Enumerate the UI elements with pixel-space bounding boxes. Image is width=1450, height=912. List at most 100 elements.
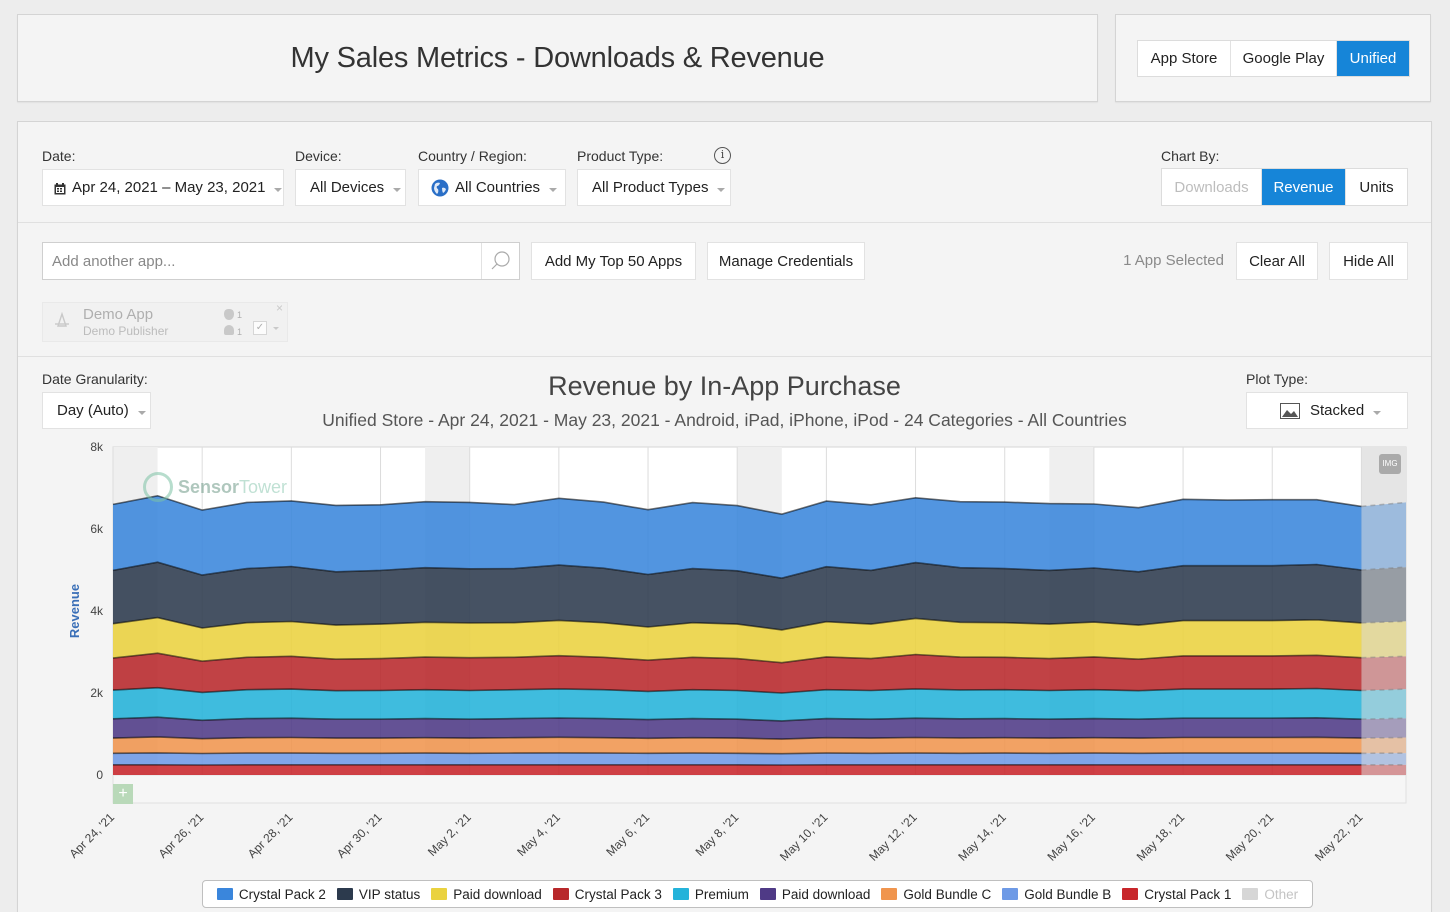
device-value: All Devices (310, 179, 385, 196)
granularity-dropdown[interactable]: Day (Auto) (42, 392, 151, 429)
search-button[interactable] (481, 243, 519, 279)
sensortower-watermark: Sensor Tower (143, 472, 287, 502)
plot-type-label: Plot Type: (1246, 371, 1309, 387)
legend-item[interactable]: Gold Bundle C (881, 887, 991, 902)
legend-label: VIP status (358, 886, 421, 902)
legend-item[interactable]: VIP status (336, 886, 421, 902)
legend-label: Paid download (781, 886, 871, 902)
ios-count: 1 (237, 310, 243, 320)
legend-swatch (336, 888, 353, 900)
globe-icon (431, 179, 449, 197)
store-switch-panel: App Store Google Play Unified (1115, 14, 1431, 102)
info-icon[interactable]: i (714, 147, 731, 164)
watermark-sensor: Sensor (178, 476, 240, 497)
legend-item[interactable]: Premium (672, 886, 749, 902)
chart-subtitle: Unified Store - Apr 24, 2021 - May 23, 2… (322, 410, 1127, 430)
app-icon (52, 311, 72, 332)
legend-item[interactable]: Other (1242, 887, 1298, 902)
legend-label: Gold Bundle C (903, 886, 992, 902)
watermark-tower: Tower (239, 476, 288, 497)
chart-by-switch: Downloads Revenue Units (1161, 168, 1408, 206)
search-icon (491, 251, 510, 270)
apple-icon (224, 309, 234, 320)
zoom-in-button[interactable]: + (113, 784, 133, 804)
date-range-picker[interactable]: Apr 24, 2021 – May 23, 2021 (42, 169, 284, 206)
legend-label: Crystal Pack 3 (574, 886, 662, 902)
country-value: All Countries (455, 179, 541, 196)
app-publisher: Demo Publisher (83, 324, 169, 338)
chart-by-label: Chart By: (1161, 148, 1220, 164)
title-panel: My Sales Metrics - Downloads & Revenue (17, 14, 1098, 102)
chart-by-revenue-button[interactable]: Revenue (1262, 169, 1346, 205)
chart-title: Revenue by In-App Purchase (548, 371, 901, 401)
main-panel: Date: Apr 24, 2021 – May 23, 2021 Device… (17, 121, 1432, 912)
apps-selected-text: 1 App Selected (1123, 252, 1224, 269)
clear-all-button[interactable]: Clear All (1236, 242, 1318, 280)
legend-swatch (672, 888, 689, 900)
chevron-down-icon (274, 187, 283, 192)
legend-item[interactable]: Paid download (759, 886, 871, 902)
chevron-down-icon (549, 187, 558, 192)
chevron-down-icon[interactable] (273, 327, 279, 330)
legend-swatch (431, 888, 448, 900)
checkbox[interactable]: ✓ (253, 321, 267, 335)
add-app-search (42, 242, 520, 280)
legend-swatch (1122, 888, 1139, 900)
sensortower-logo-icon (143, 472, 173, 502)
device-dropdown[interactable]: All Devices (295, 169, 406, 206)
app-name: Demo App (83, 306, 154, 323)
add-app-input[interactable] (43, 243, 481, 279)
legend-label: Gold Bundle B (1024, 886, 1112, 902)
store-app-store-button[interactable]: App Store (1138, 41, 1231, 76)
country-label: Country / Region: (418, 148, 527, 164)
legend-label: Premium (694, 886, 749, 902)
manage-credentials-button[interactable]: Manage Credentials (707, 242, 865, 280)
android-count: 1 (237, 327, 243, 337)
hide-all-button[interactable]: Hide All (1329, 242, 1408, 280)
store-unified-button[interactable]: Unified (1337, 41, 1409, 76)
plot-type-dropdown[interactable]: Stacked (1246, 392, 1408, 429)
legend-item[interactable]: Crystal Pack 3 (552, 886, 662, 902)
image-icon (1280, 402, 1300, 419)
calendar-icon (54, 182, 66, 194)
page-title: My Sales Metrics - Downloads & Revenue (290, 42, 825, 74)
close-icon[interactable]: × (276, 301, 284, 315)
plot-type-value: Stacked (1310, 402, 1365, 419)
store-google-play-button[interactable]: Google Play (1231, 41, 1337, 76)
legend-swatch (216, 888, 233, 900)
granularity-value: Day (Auto) (57, 402, 129, 419)
product-type-value: All Product Types (592, 179, 709, 196)
legend-label: Crystal Pack 2 (238, 886, 326, 902)
legend-swatch (1242, 888, 1259, 900)
granularity-label: Date Granularity: (42, 371, 148, 387)
legend-item[interactable]: Paid download (431, 887, 542, 902)
chevron-down-icon (393, 187, 402, 192)
app-chip[interactable]: Demo App Demo Publisher 1 1 ✓ × (42, 301, 288, 342)
legend-item[interactable]: Crystal Pack 2 (216, 886, 326, 902)
product-type-label: Product Type: (577, 148, 664, 164)
legend-swatch (1002, 888, 1019, 900)
legend-label: Other (1264, 886, 1299, 902)
chevron-down-icon (137, 410, 146, 415)
legend-swatch (552, 888, 569, 900)
chart-by-units-button[interactable]: Units (1346, 169, 1407, 205)
chevron-down-icon (717, 187, 726, 192)
product-type-dropdown[interactable]: All Product Types (577, 169, 731, 206)
chart-legend: Crystal Pack 2 VIP status Paid download Cry… (202, 880, 1313, 908)
legend-label: Paid download (453, 886, 542, 902)
legend-label: Crystal Pack 1 (1144, 886, 1232, 902)
date-range-value: Apr 24, 2021 – May 23, 2021 (72, 179, 266, 196)
chevron-down-icon (1373, 410, 1382, 415)
legend-swatch (881, 888, 898, 900)
date-label: Date: (42, 148, 76, 164)
legend-item[interactable]: Gold Bundle B (1002, 887, 1111, 902)
android-icon (224, 325, 234, 335)
chart-by-downloads-button[interactable]: Downloads (1162, 169, 1262, 205)
legend-swatch (759, 888, 776, 900)
country-dropdown[interactable]: All Countries (418, 169, 566, 206)
divider (18, 356, 1431, 357)
legend-item[interactable]: Crystal Pack 1 (1122, 887, 1231, 902)
divider (18, 222, 1431, 223)
export-image-button[interactable]: IMG (1379, 454, 1401, 474)
add-top-apps-button[interactable]: Add My Top 50 Apps (531, 242, 696, 280)
